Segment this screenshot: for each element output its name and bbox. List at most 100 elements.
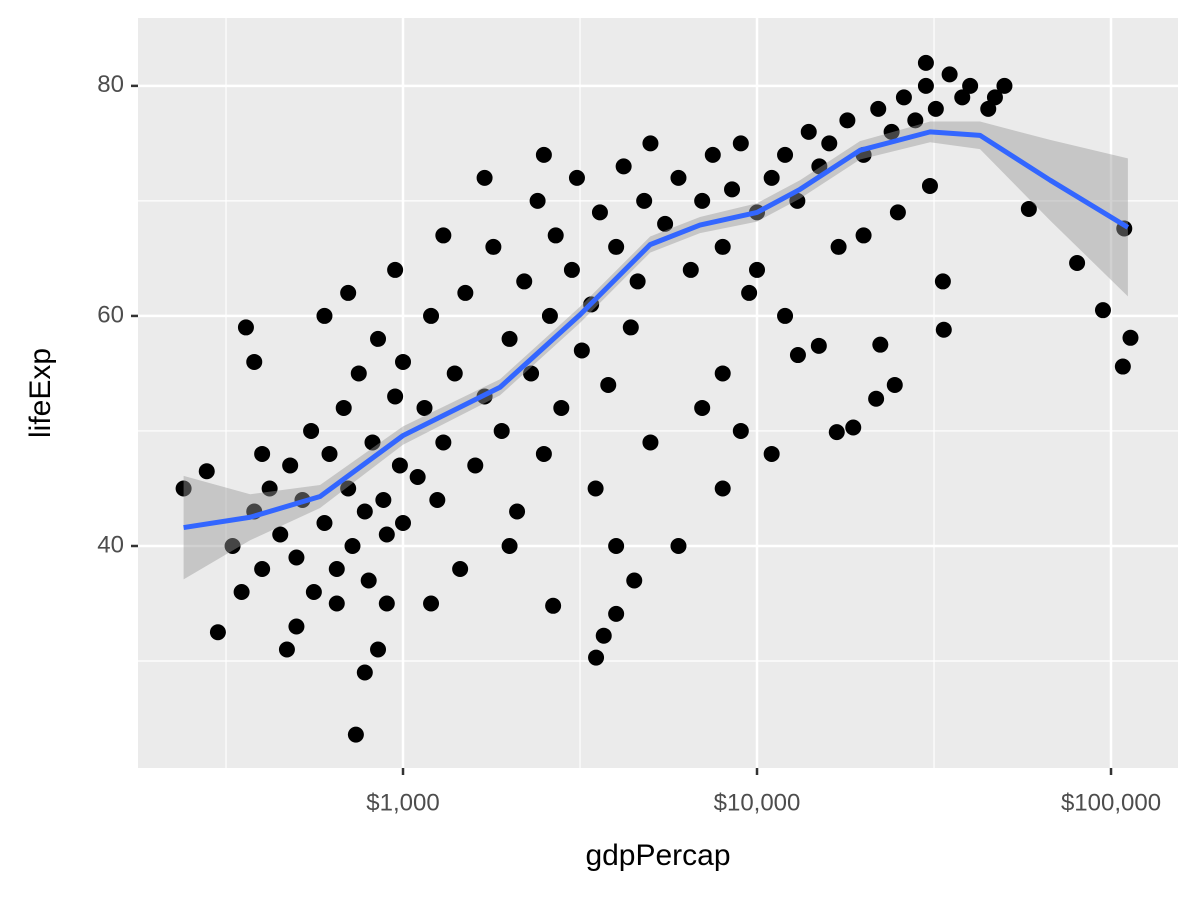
- point: [608, 537, 625, 554]
- point: [198, 463, 215, 480]
- point: [810, 337, 827, 354]
- y-tick-label: 80: [97, 71, 124, 98]
- point: [1020, 200, 1037, 217]
- point: [316, 514, 333, 531]
- y-tick-label: 60: [97, 301, 124, 328]
- point: [467, 457, 484, 474]
- point: [889, 204, 906, 221]
- point: [282, 457, 299, 474]
- point: [288, 549, 305, 566]
- point: [845, 419, 862, 436]
- point: [423, 307, 440, 324]
- point: [347, 726, 364, 743]
- point: [303, 422, 320, 439]
- point: [763, 445, 780, 462]
- point: [732, 422, 749, 439]
- point: [600, 376, 617, 393]
- point: [516, 273, 533, 290]
- point: [350, 365, 367, 382]
- point: [568, 169, 585, 186]
- point: [573, 342, 590, 359]
- point: [370, 330, 387, 347]
- point: [391, 457, 408, 474]
- point: [642, 135, 659, 152]
- point: [608, 238, 625, 255]
- point: [509, 503, 526, 520]
- point: [423, 595, 440, 612]
- panel: [138, 18, 1178, 768]
- point: [870, 100, 887, 117]
- point: [409, 468, 426, 485]
- point: [175, 480, 192, 497]
- point: [254, 445, 271, 462]
- point: [821, 135, 838, 152]
- point: [261, 480, 278, 497]
- point: [523, 365, 540, 382]
- point: [321, 445, 338, 462]
- point: [622, 319, 639, 336]
- point: [378, 526, 395, 543]
- point: [941, 66, 958, 83]
- point: [670, 537, 687, 554]
- point: [927, 100, 944, 117]
- point: [732, 135, 749, 152]
- point: [670, 169, 687, 186]
- point: [328, 560, 345, 577]
- point: [457, 284, 474, 301]
- point: [694, 192, 711, 209]
- point: [777, 146, 794, 163]
- point: [996, 77, 1013, 94]
- point: [416, 399, 433, 416]
- point: [233, 584, 250, 601]
- point: [563, 261, 580, 278]
- point: [636, 192, 653, 209]
- point: [254, 560, 271, 577]
- point: [629, 273, 646, 290]
- point: [429, 491, 446, 508]
- point: [704, 146, 721, 163]
- point: [485, 238, 502, 255]
- point: [1094, 302, 1111, 319]
- point: [501, 537, 518, 554]
- point: [529, 192, 546, 209]
- point: [626, 572, 643, 589]
- point: [714, 480, 731, 497]
- point: [749, 261, 766, 278]
- point: [375, 491, 392, 508]
- point: [789, 192, 806, 209]
- point: [553, 399, 570, 416]
- point: [356, 664, 373, 681]
- point: [917, 54, 934, 71]
- point: [921, 177, 938, 194]
- point: [855, 227, 872, 244]
- point: [811, 158, 828, 175]
- point: [340, 284, 357, 301]
- point: [883, 123, 900, 140]
- point: [895, 89, 912, 106]
- point: [535, 146, 552, 163]
- point: [246, 353, 263, 370]
- point: [986, 89, 1003, 106]
- y-axis-title: lifeExp: [24, 348, 57, 438]
- y-tick-label: 40: [97, 531, 124, 558]
- point: [328, 595, 345, 612]
- point: [789, 347, 806, 364]
- point: [694, 399, 711, 416]
- point: [316, 307, 333, 324]
- point: [535, 445, 552, 462]
- point: [830, 238, 847, 255]
- point: [714, 238, 731, 255]
- point: [615, 158, 632, 175]
- point: [335, 399, 352, 416]
- point: [962, 77, 979, 94]
- point: [541, 307, 558, 324]
- point: [1069, 255, 1086, 272]
- point: [907, 112, 924, 129]
- point: [777, 307, 794, 324]
- point: [682, 261, 699, 278]
- point: [1122, 329, 1139, 346]
- point: [741, 284, 758, 301]
- x-tick-label: $100,000: [1061, 789, 1161, 816]
- point: [724, 181, 741, 198]
